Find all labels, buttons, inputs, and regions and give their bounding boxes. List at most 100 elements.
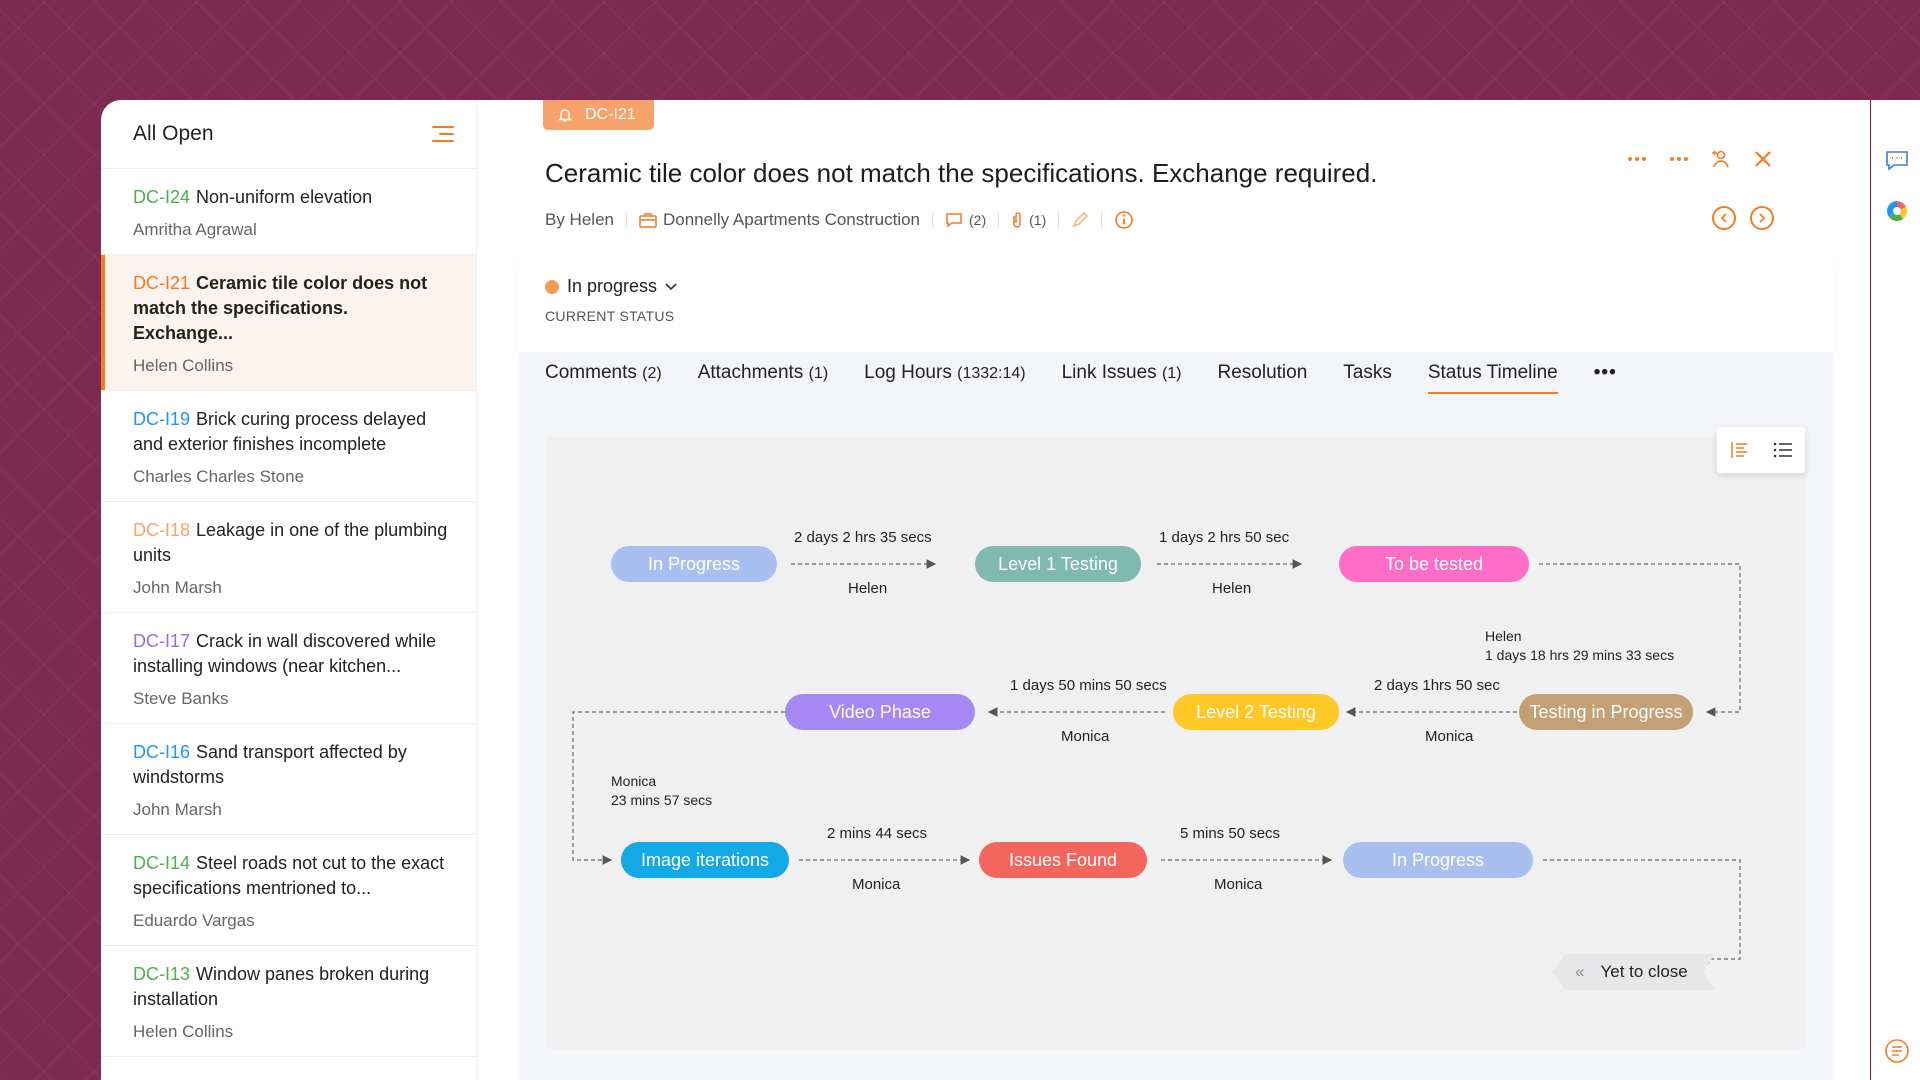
- tab-status-timeline[interactable]: Status Timeline: [1427, 362, 1558, 394]
- issue-owner: Helen Collins: [133, 1022, 234, 1041]
- briefcase-icon: [639, 213, 657, 228]
- issue-owner: Amritha Agrawal: [133, 220, 257, 239]
- yet-to-close-label: Yet to close: [1600, 962, 1688, 981]
- list-item-dc-i17[interactable]: DC-I17 Crack in wall discovered while ins…: [101, 613, 476, 724]
- issue-title: Ceramic tile color does not match the sp…: [545, 158, 1378, 188]
- filter-menu-icon[interactable]: [432, 126, 454, 143]
- bell-icon: [557, 109, 573, 122]
- more-options-icon[interactable]: [1626, 148, 1648, 170]
- list-item-dc-i16[interactable]: DC-I16 Sand transport affected by windsto…: [101, 724, 476, 835]
- issue-owner: John Marsh: [133, 800, 222, 819]
- status-dropdown[interactable]: In progress: [545, 276, 677, 297]
- list-item-dc-i14[interactable]: DC-I14 Steel roads not cut to the exact s…: [101, 835, 476, 946]
- reporter: By Helen: [545, 210, 614, 229]
- transition-user: Helen: [848, 580, 888, 597]
- transition-user: Helen: [1485, 628, 1522, 644]
- issue-meta: By Helen Donnelly Apartments Constructio…: [545, 210, 1134, 230]
- issue-title: Window panes broken during installation: [133, 964, 430, 1009]
- status-timeline: In Progress Level 1 Testing To be tested…: [547, 427, 1805, 1049]
- project-link[interactable]: Donnelly Apartments Construction: [639, 210, 920, 230]
- list-item-dc-i19[interactable]: DC-I19 Brick curing process delayed and e…: [101, 391, 476, 502]
- timeline-node-testing-in-progress: Testing in Progress: [1519, 694, 1693, 730]
- transition-duration: 2 days 2 hrs 35 secs: [794, 529, 932, 546]
- transition-duration: 1 days 50 mins 50 secs: [1010, 677, 1167, 694]
- issue-owner: Helen Collins: [133, 356, 234, 375]
- view-toggle: [1717, 427, 1805, 473]
- next-issue-button[interactable]: [1750, 206, 1774, 230]
- list-item-dc-i21[interactable]: DC-I21 Ceramic tile color does not match …: [101, 255, 476, 391]
- transition-user: Monica: [1214, 876, 1263, 893]
- list-item-dc-i18[interactable]: DC-I18 Leakage in one of the plumbing uni…: [101, 502, 476, 613]
- transition-duration: 2 days 1hrs 50 sec: [1374, 677, 1500, 694]
- transition-user: Helen: [1212, 580, 1252, 597]
- issue-id: DC-I16: [133, 742, 191, 762]
- timeline-connectors: [572, 559, 1741, 964]
- issue-detail-panel: DC-I21 Ceramic tile color does not match…: [477, 100, 1870, 1080]
- status-card: In progress CURRENT STATUS: [519, 256, 1833, 352]
- issue-id: DC-I24: [133, 187, 191, 207]
- right-rail: [1871, 100, 1920, 1080]
- timeline-node-issues-found: Issues Found: [979, 842, 1147, 878]
- issue-navigation: [1712, 206, 1774, 230]
- issue-owner: John Marsh: [133, 578, 222, 597]
- issue-title: Leakage in one of the plumbing units: [133, 520, 448, 565]
- info-icon[interactable]: [1114, 210, 1134, 230]
- color-wheel-icon[interactable]: [1884, 198, 1910, 224]
- timeline-view-icon[interactable]: [1729, 441, 1749, 459]
- comment-icon: [946, 213, 962, 228]
- chevron-down-icon: [665, 282, 677, 290]
- menu-circle-icon[interactable]: [1884, 1038, 1910, 1064]
- issue-id: DC-I21: [133, 273, 191, 293]
- issue-id: DC-I17: [133, 631, 191, 651]
- tab-comments[interactable]: Comments (2): [545, 362, 662, 383]
- attachments-count[interactable]: (1): [1011, 211, 1046, 229]
- timeline-node-image-iterations: Image iterations: [621, 842, 789, 878]
- tab-tasks[interactable]: Tasks: [1343, 362, 1392, 383]
- timeline-node-in-progress: In Progress: [611, 546, 777, 582]
- issue-title: Non-uniform elevation: [196, 187, 373, 207]
- issue-owner: Eduardo Vargas: [133, 911, 255, 930]
- issue-id: DC-I19: [133, 409, 191, 429]
- transition-duration: 1 days 2 hrs 50 sec: [1159, 529, 1290, 546]
- close-icon[interactable]: [1752, 148, 1774, 170]
- list-title: All Open: [133, 122, 214, 145]
- issue-list-panel: All Open DC-I24 Non-uniform elevation Amr…: [101, 100, 477, 1080]
- transition-duration: 5 mins 50 secs: [1180, 825, 1281, 842]
- edit-icon[interactable]: [1071, 211, 1089, 229]
- tab-log-hours[interactable]: Log Hours (1332:14): [864, 362, 1026, 383]
- more-tabs-button[interactable]: •••: [1593, 362, 1617, 383]
- timeline-node-video-phase: Video Phase: [785, 694, 975, 730]
- issue-title: Sand transport affected by windstorms: [133, 742, 407, 787]
- status-caption: CURRENT STATUS: [545, 308, 675, 324]
- transition-duration: 2 mins 44 secs: [827, 825, 928, 842]
- transition-duration: 23 mins 57 secs: [611, 792, 713, 808]
- previous-issue-button[interactable]: [1712, 206, 1736, 230]
- issue-id-tag: DC-I21: [543, 100, 654, 130]
- timeline-node-to-be-tested: To be tested: [1339, 546, 1529, 582]
- issue-owner: Charles Charles Stone: [133, 467, 305, 486]
- comments-count[interactable]: (2): [945, 212, 986, 228]
- tab-resolution[interactable]: Resolution: [1217, 362, 1308, 383]
- timeline-node-in-progress-2: In Progress: [1343, 842, 1533, 878]
- transition-user: Monica: [1061, 728, 1110, 745]
- status-value: In progress: [567, 276, 658, 296]
- list-item-dc-i13[interactable]: DC-I13 Window panes broken during install…: [101, 946, 476, 1057]
- transition-duration: 1 days 18 hrs 29 mins 33 secs: [1485, 647, 1675, 663]
- actions-menu-icon[interactable]: [1668, 148, 1690, 170]
- list-view-icon[interactable]: [1773, 442, 1793, 458]
- list-item-dc-i24[interactable]: DC-I24 Non-uniform elevation Amritha Agra…: [101, 169, 476, 255]
- issue-id: DC-I13: [133, 964, 191, 984]
- issue-id: DC-I14: [133, 853, 191, 873]
- timeline-node-level-2-testing: Level 2 Testing: [1173, 694, 1339, 730]
- detail-tabs: Comments (2) Attachments (1) Log Hours (…: [545, 362, 1653, 394]
- tab-attachments[interactable]: Attachments (1): [697, 362, 829, 383]
- tab-link-issues[interactable]: Link Issues (1): [1061, 362, 1182, 383]
- transition-user: Monica: [1425, 728, 1474, 745]
- status-dot: [545, 279, 559, 294]
- issue-title: Crack in wall discovered while installin…: [133, 631, 437, 676]
- header-actions: [1626, 148, 1774, 170]
- issue-title: Brick curing process delayed and exterio…: [133, 409, 427, 454]
- assign-user-icon[interactable]: [1710, 148, 1732, 170]
- feedback-chat-icon[interactable]: [1884, 148, 1910, 174]
- transition-user: Monica: [611, 773, 657, 789]
